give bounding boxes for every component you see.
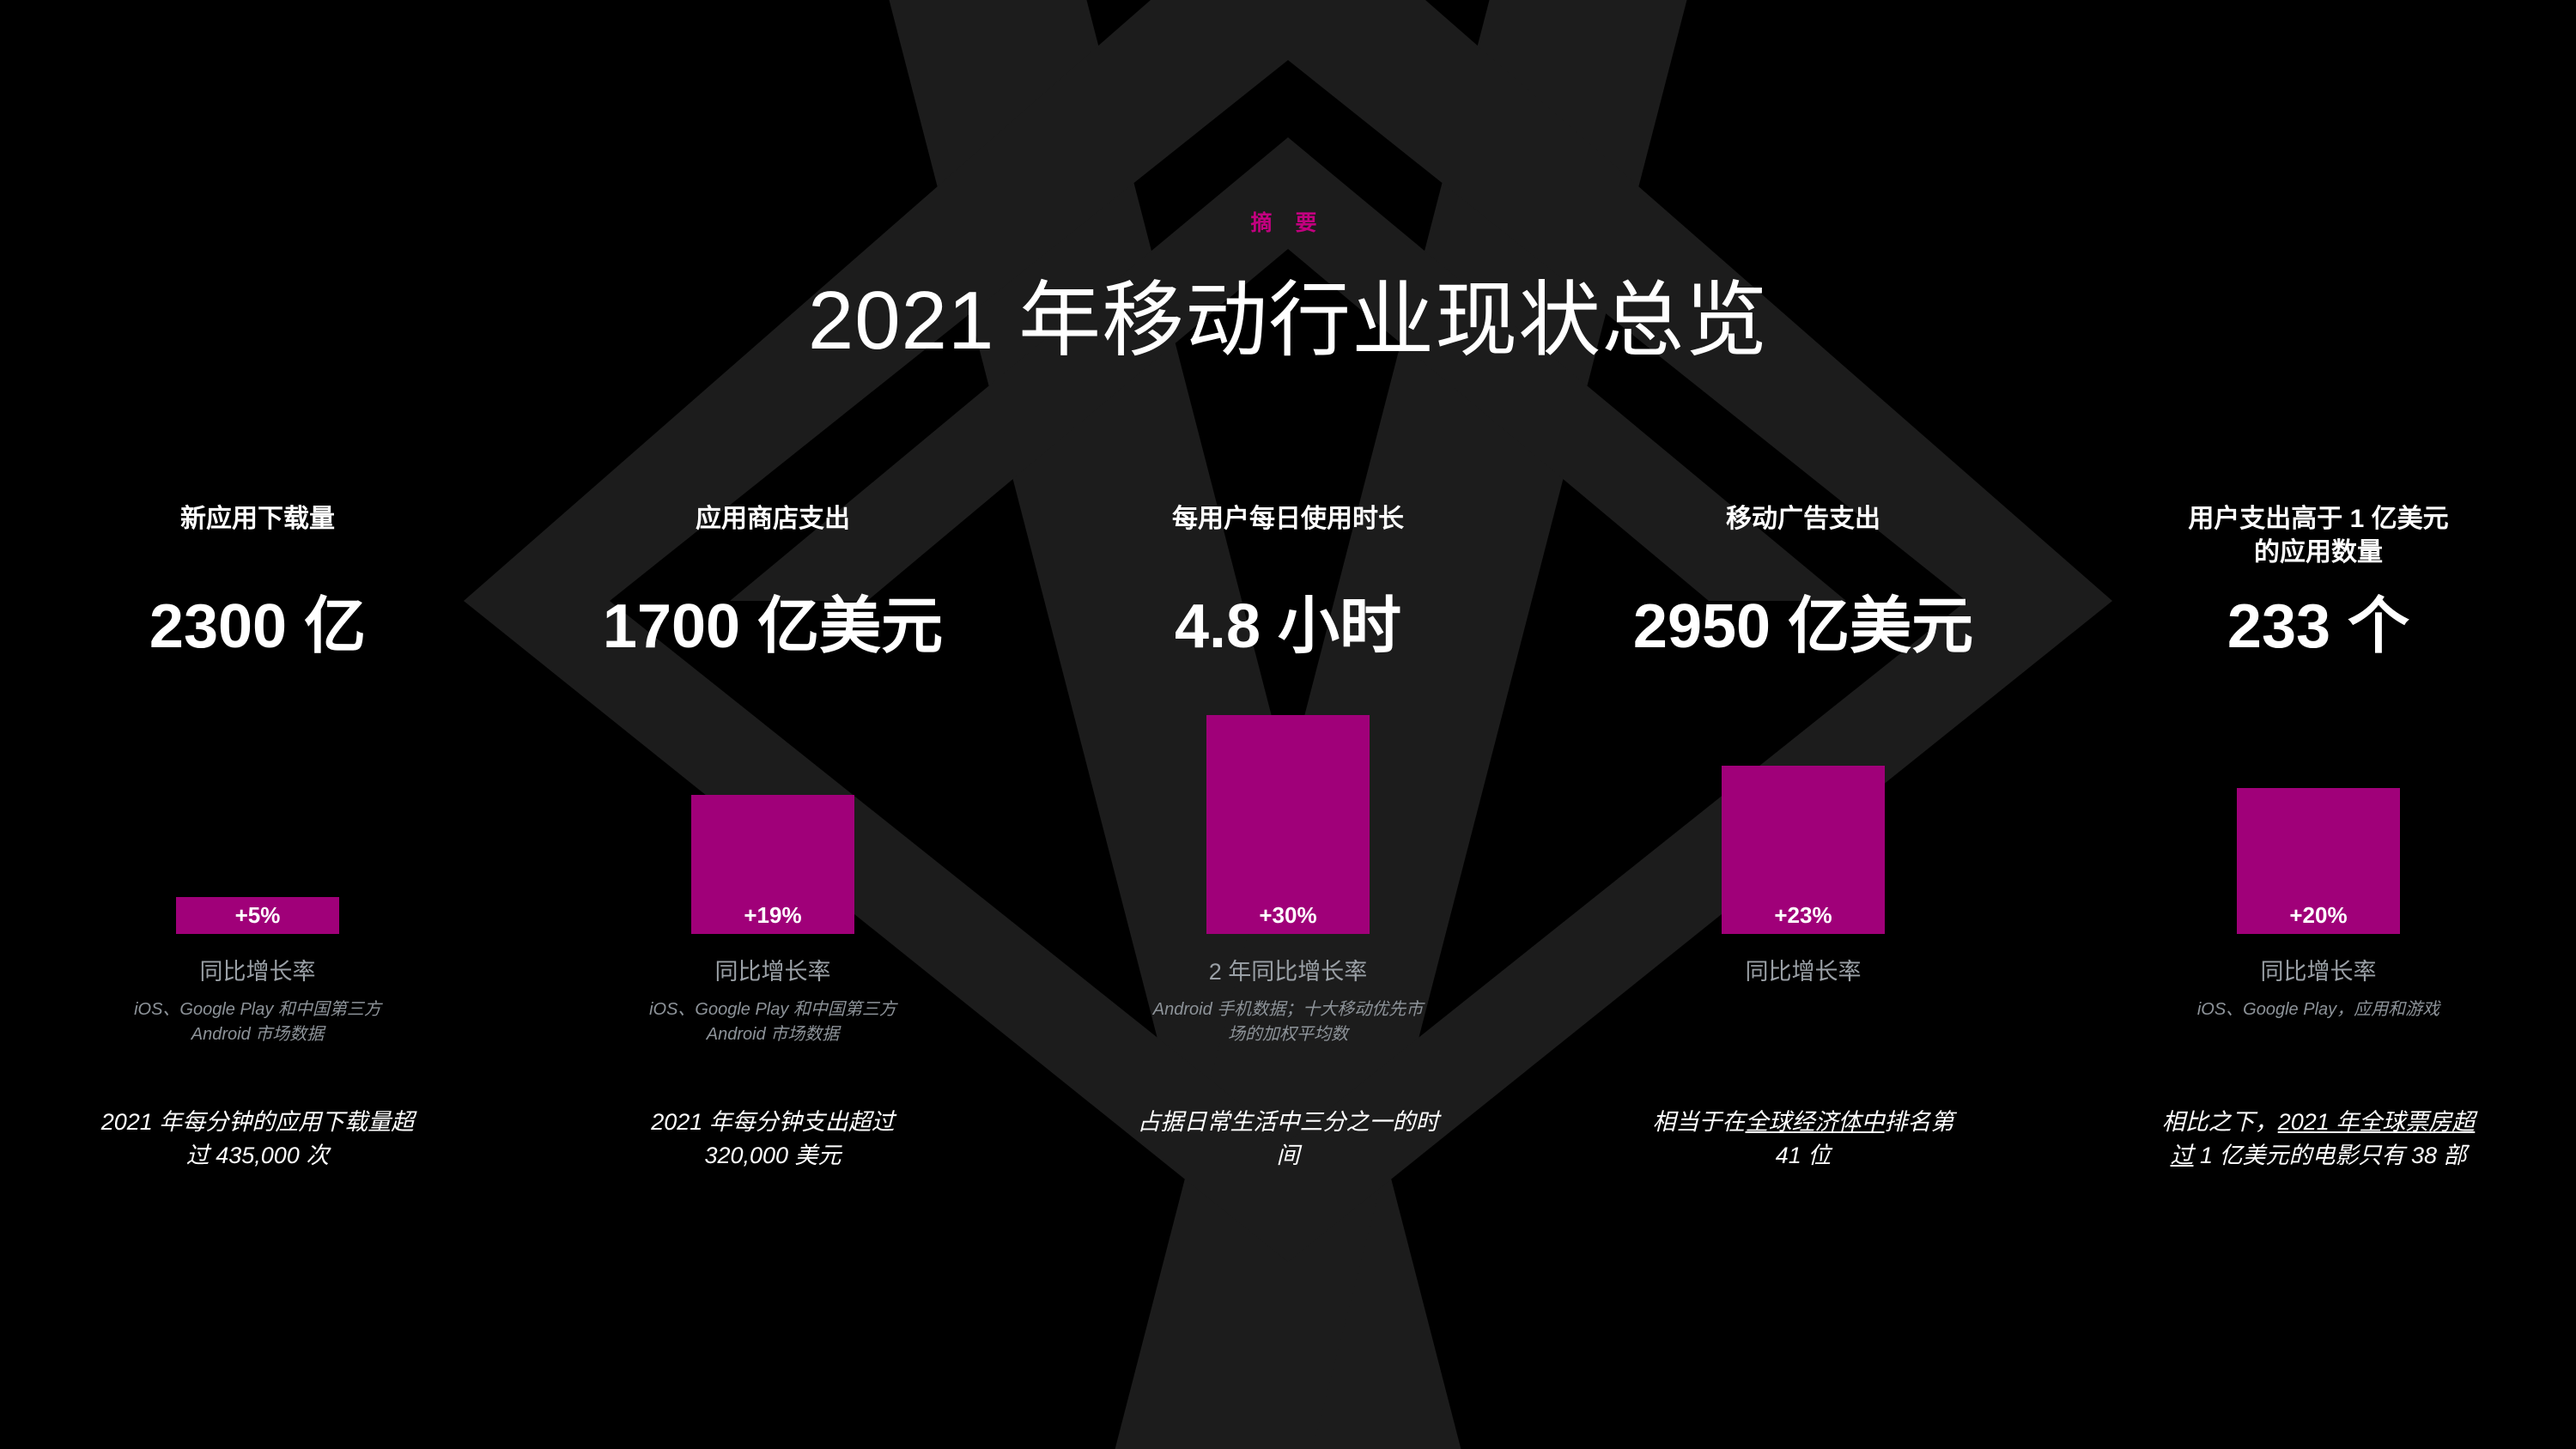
metric-value: 2300 亿 <box>149 592 367 661</box>
metric-header: 移动广告支出 <box>1726 505 1880 533</box>
growth-bar: +30% <box>1206 715 1370 934</box>
bottom-note: 相比之下，2021 年全球票房超过 1 亿美元的电影只有 38 部 <box>2161 1109 2476 1169</box>
metric-column: 用户支出高于 1 亿美元的应用数量 233 个 +20% 同比增长率 iOS、G… <box>2061 0 2576 1449</box>
growth-label: 同比增长率 <box>199 959 316 985</box>
metric-column: 移动广告支出 2950 亿美元 +23% 同比增长率 相当于在全球经济体中排名第… <box>1546 0 2061 1449</box>
growth-bar: +5% <box>176 897 339 934</box>
growth-bar-label: +5% <box>234 902 281 928</box>
growth-bar-wrap: +19% <box>691 795 854 934</box>
metric-header: 每用户每日使用时长 <box>1172 505 1404 533</box>
page-title: 2021 年移动行业现状总览 <box>807 275 1769 367</box>
growth-bar-wrap: +30% <box>1206 715 1370 934</box>
growth-bar-wrap: +23% <box>1722 766 1885 934</box>
bottom-note: 2021 年每分钟的应用下载量超过 435,000 次 <box>100 1109 415 1169</box>
bottom-note: 2021 年每分钟支出超过 320,000 美元 <box>651 1109 895 1169</box>
metric-value: 1700 亿美元 <box>602 592 944 661</box>
growth-bar-wrap: +5% <box>176 897 339 934</box>
growth-label: 同比增长率 <box>1745 959 1862 985</box>
source-note: iOS、Google Play 和中国第三方 Android 市场数据 <box>649 1000 896 1044</box>
source-note: Android 手机数据；十大移动优先市场的加权平均数 <box>1152 1000 1424 1044</box>
metric-column: 新应用下载量 2300 亿 +5% 同比增长率 iOS、Google Play … <box>0 0 515 1449</box>
growth-bar-label: +19% <box>744 902 802 928</box>
growth-bar: +20% <box>2237 788 2400 934</box>
growth-bar-label: +23% <box>1774 902 1832 928</box>
metric-column: 每用户每日使用时长 4.8 小时 +30% 2 年同比增长率 Android 手… <box>1030 0 1546 1449</box>
metric-column: 应用商店支出 1700 亿美元 +19% 同比增长率 iOS、Google Pl… <box>515 0 1030 1449</box>
metric-value: 233 个 <box>2227 592 2410 661</box>
growth-bar: +23% <box>1722 766 1885 934</box>
growth-bar-label: +30% <box>1259 902 1317 928</box>
source-note: iOS、Google Play 和中国第三方 Android 市场数据 <box>134 1000 381 1044</box>
growth-bar-label: +20% <box>2289 902 2348 928</box>
metric-value: 2950 亿美元 <box>1632 592 1974 661</box>
metric-header: 应用商店支出 <box>696 505 850 533</box>
growth-bar-wrap: +20% <box>2237 788 2400 934</box>
metric-header: 用户支出高于 1 亿美元的应用数量 <box>2188 505 2449 567</box>
growth-label: 同比增长率 <box>2260 959 2377 985</box>
growth-bar: +19% <box>691 795 854 934</box>
metric-value: 4.8 小时 <box>1174 592 1402 661</box>
source-note: iOS、Google Play，应用和游戏 <box>2196 1000 2440 1019</box>
eyebrow-label: 摘 要 <box>1250 211 1326 235</box>
metric-header: 新应用下载量 <box>180 505 335 533</box>
bottom-note: 占据日常生活中三分之一的时间 <box>1137 1109 1439 1169</box>
growth-label: 2 年同比增长率 <box>1208 959 1368 985</box>
growth-label: 同比增长率 <box>714 959 831 985</box>
bottom-note: 相当于在全球经济体中排名第 41 位 <box>1652 1109 1954 1169</box>
